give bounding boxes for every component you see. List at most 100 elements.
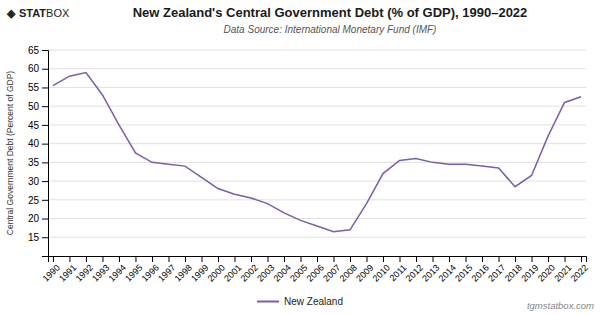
x-tick-label: 1995 — [123, 262, 144, 283]
x-tick-label: 2000 — [206, 262, 227, 283]
grid-line — [48, 106, 586, 107]
x-tick-mark — [102, 256, 103, 262]
y-tick-label: 50 — [28, 101, 40, 112]
x-tick-label: 2005 — [288, 262, 309, 283]
x-tick-mark — [350, 256, 351, 262]
y-tick-mark — [42, 237, 48, 238]
x-tick-label: 2017 — [486, 262, 507, 283]
legend-swatch — [257, 301, 279, 303]
y-tick: 45 — [28, 120, 48, 131]
x-tick-label: 1999 — [189, 262, 210, 283]
x-axis: 1990199119921993199419951996199719981999… — [41, 256, 590, 284]
x-tick-mark — [317, 256, 318, 262]
x-axis-line — [49, 257, 587, 263]
grid-line — [48, 218, 586, 219]
y-axis-title: Central Government Debt (Percent of GDP) — [5, 71, 15, 236]
y-tick-mark — [42, 125, 48, 126]
x-tick-label: 1993 — [90, 262, 111, 283]
x-tick-label: 1994 — [107, 262, 128, 283]
x-tick-mark — [185, 256, 186, 262]
x-tick-mark — [532, 256, 533, 262]
x-tick-mark — [581, 256, 582, 262]
y-tick-label: 15 — [28, 232, 40, 243]
grid-line — [48, 199, 586, 200]
y-tick-mark — [42, 162, 48, 163]
y-tick: 65 — [28, 45, 48, 56]
x-tick-mark — [168, 256, 169, 262]
y-tick: 25 — [28, 195, 48, 206]
y-tick-label: 25 — [28, 195, 40, 206]
x-tick-label: 1991 — [57, 262, 78, 283]
legend: New Zealand — [257, 296, 343, 307]
x-tick-label: 2019 — [519, 262, 540, 283]
x-tick-label: 2018 — [503, 262, 524, 283]
x-tick-mark — [152, 256, 153, 262]
x-tick-mark — [334, 256, 335, 262]
grid-line — [48, 50, 586, 51]
y-tick-label: 55 — [28, 82, 40, 93]
x-tick: 2010 — [371, 256, 392, 284]
x-tick: 2022 — [569, 256, 590, 284]
x-tick-mark — [515, 256, 516, 262]
y-axis-line — [42, 51, 49, 257]
watermark: tgmstatbox.com — [527, 300, 594, 311]
x-tick-mark — [548, 256, 549, 262]
x-tick-label: 2001 — [222, 262, 243, 283]
x-tick-mark — [466, 256, 467, 262]
x-tick-mark — [383, 256, 384, 262]
x-tick-label: 2013 — [420, 262, 441, 283]
x-tick-mark — [416, 256, 417, 262]
y-tick-mark — [42, 181, 48, 182]
x-tick-mark — [251, 256, 252, 262]
y-tick: 20 — [28, 213, 48, 224]
legend-item: New Zealand — [257, 296, 343, 307]
plot-area — [53, 72, 581, 231]
x-tick-mark — [449, 256, 450, 262]
x-tick-mark — [86, 256, 87, 262]
x-tick-label: 2009 — [354, 262, 375, 283]
x-tick-mark — [267, 256, 268, 262]
y-tick: 60 — [28, 63, 48, 74]
x-tick-mark — [300, 256, 301, 262]
x-tick-label: 1996 — [140, 262, 161, 283]
y-tick: 50 — [28, 101, 48, 112]
y-tick-mark — [42, 219, 48, 220]
x-tick-mark — [482, 256, 483, 262]
logo-part: BOX — [46, 7, 70, 19]
x-tick-label: 2012 — [404, 262, 425, 283]
x-tick-label: 1998 — [173, 262, 194, 283]
chart: 1520253035404550556065199019911992199319… — [0, 0, 600, 314]
y-tick: 35 — [28, 157, 48, 168]
grid-line — [48, 124, 586, 125]
logo-part: ◈ — [6, 7, 16, 19]
x-tick-label: 2021 — [552, 262, 573, 283]
x-tick-label: 1992 — [74, 262, 95, 283]
x-tick-label: 2003 — [255, 262, 276, 283]
x-tick-mark — [400, 256, 401, 262]
x-tick-label: 2016 — [470, 262, 491, 283]
x-tick-label: 2002 — [239, 262, 260, 283]
logo: ◈STATBOX — [6, 7, 70, 19]
x-tick-mark — [119, 256, 120, 262]
series-line — [53, 72, 581, 231]
grid-line — [48, 181, 586, 182]
x-tick-label: 1990 — [41, 262, 62, 283]
y-tick-label: 60 — [28, 63, 40, 74]
grid-line — [48, 68, 586, 69]
x-tick-label: 2015 — [453, 262, 474, 283]
x-tick-label: 2006 — [305, 262, 326, 283]
y-tick-label: 20 — [28, 213, 40, 224]
x-tick-mark — [284, 256, 285, 262]
x-tick-mark — [499, 256, 500, 262]
y-tick: 15 — [28, 232, 48, 243]
y-tick-mark — [42, 69, 48, 70]
y-tick-label: 45 — [28, 120, 40, 131]
y-tick-mark — [42, 87, 48, 88]
grid-line — [48, 143, 586, 144]
grid-line — [48, 162, 586, 163]
x-tick-mark — [565, 256, 566, 262]
x-tick-mark — [433, 256, 434, 262]
y-tick-label: 35 — [28, 157, 40, 168]
legend-label: New Zealand — [284, 296, 343, 307]
x-tick-label: 1997 — [156, 262, 177, 283]
